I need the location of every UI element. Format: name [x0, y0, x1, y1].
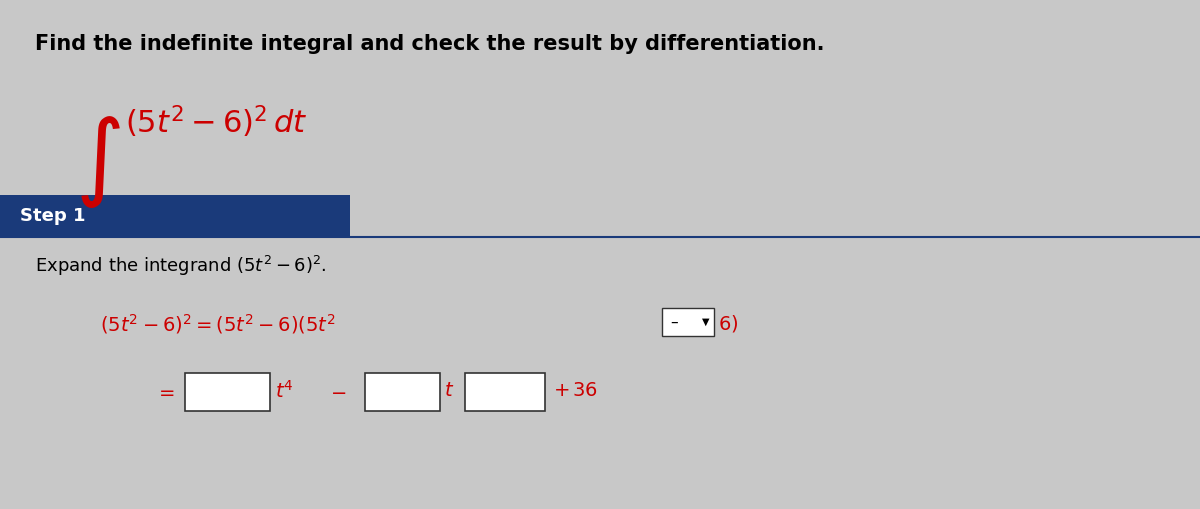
- FancyBboxPatch shape: [185, 373, 270, 411]
- Text: $\int$: $\int$: [74, 114, 121, 210]
- Text: $t$: $t$: [444, 382, 455, 401]
- Text: $(5t^2-6)^2\,dt$: $(5t^2-6)^2\,dt$: [125, 104, 307, 140]
- FancyBboxPatch shape: [466, 373, 545, 411]
- Text: Step 1: Step 1: [20, 207, 85, 225]
- Text: $-$: $-$: [330, 382, 347, 401]
- Text: Find the indefinite integral and check the result by differentiation.: Find the indefinite integral and check t…: [35, 34, 824, 54]
- Text: $=$: $=$: [155, 382, 175, 401]
- Text: $6)$: $6)$: [718, 314, 738, 334]
- Text: $t^4$: $t^4$: [275, 380, 294, 402]
- Text: Expand the integrand $(5t^2 - 6)^2$.: Expand the integrand $(5t^2 - 6)^2$.: [35, 254, 326, 278]
- Text: $+ \, 36$: $+ \, 36$: [553, 382, 598, 401]
- Text: –: –: [670, 315, 678, 329]
- Text: $(5t^2 - 6)^2 = (5t^2 - 6)(5t^2$: $(5t^2 - 6)^2 = (5t^2 - 6)(5t^2$: [100, 312, 336, 336]
- FancyBboxPatch shape: [662, 308, 714, 336]
- FancyBboxPatch shape: [0, 195, 350, 237]
- Text: ▼: ▼: [702, 317, 709, 327]
- FancyBboxPatch shape: [365, 373, 440, 411]
